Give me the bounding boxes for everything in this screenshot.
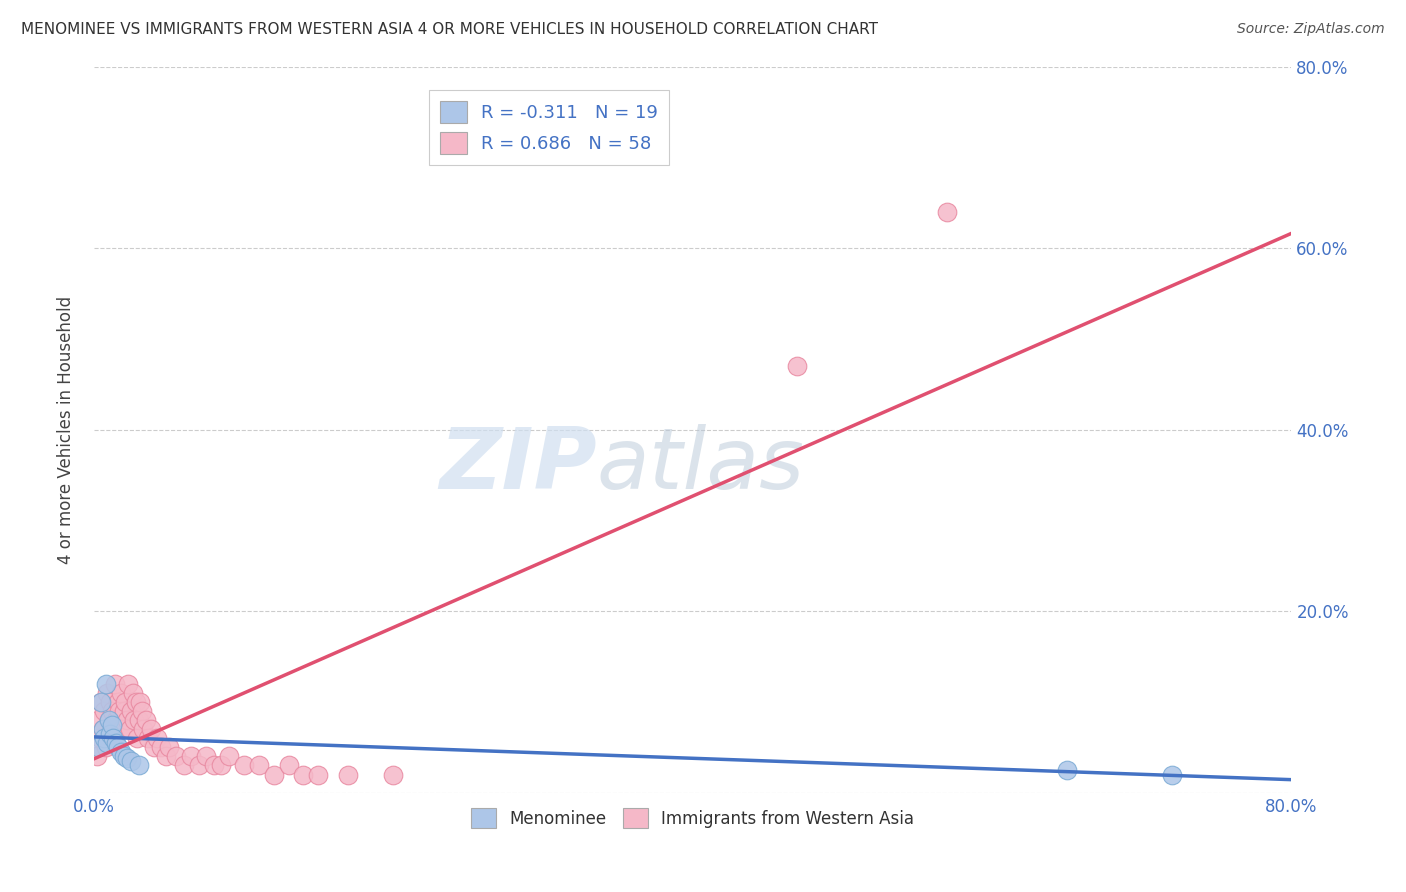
Point (86, 749, 108, 764)
Point (94, 677, 117, 691)
Point (91, 722, 114, 736)
Point (100, 726, 122, 740)
Point (87, 740, 110, 755)
Point (157, 740, 180, 755)
Point (146, 731, 169, 746)
Point (111, 722, 134, 736)
Point (195, 749, 218, 764)
Point (127, 731, 149, 746)
Point (93, 704, 115, 718)
Point (786, 359, 808, 373)
Point (247, 758, 270, 772)
Point (139, 722, 162, 736)
Point (93, 731, 115, 746)
Point (101, 704, 124, 718)
Point (187, 758, 209, 772)
Legend: Menominee, Immigrants from Western Asia: Menominee, Immigrants from Western Asia (464, 802, 921, 835)
Point (107, 740, 129, 755)
Point (135, 713, 157, 727)
Point (118, 722, 141, 736)
Point (263, 767, 285, 781)
Point (89, 731, 111, 746)
Point (180, 749, 202, 764)
Point (936, 204, 959, 219)
Point (124, 713, 146, 727)
Point (120, 754, 142, 768)
Point (128, 713, 150, 727)
Point (1160, 767, 1182, 781)
Point (115, 751, 138, 765)
Point (96, 736, 118, 750)
Text: ZIP: ZIP (439, 425, 598, 508)
Point (104, 677, 127, 691)
Point (132, 722, 155, 736)
Point (90, 695, 112, 709)
Point (94, 740, 117, 755)
Point (107, 695, 129, 709)
Text: atlas: atlas (598, 425, 804, 508)
Point (112, 704, 135, 718)
Point (101, 717, 124, 731)
Point (121, 686, 143, 700)
Point (136, 731, 159, 746)
Point (142, 740, 165, 755)
Point (100, 695, 122, 709)
Point (292, 767, 315, 781)
Point (108, 704, 131, 718)
Point (218, 749, 240, 764)
Point (209, 758, 232, 772)
Point (120, 704, 142, 718)
Point (105, 713, 128, 727)
Text: Source: ZipAtlas.com: Source: ZipAtlas.com (1237, 22, 1385, 37)
Point (110, 745, 132, 759)
Point (97, 713, 120, 727)
Point (128, 758, 150, 772)
Point (112, 749, 135, 764)
Point (337, 767, 360, 781)
Point (125, 695, 148, 709)
Point (91, 722, 114, 736)
Point (87, 713, 110, 727)
Point (150, 740, 173, 755)
Point (103, 731, 125, 746)
Point (131, 704, 153, 718)
Point (382, 767, 405, 781)
Point (115, 713, 138, 727)
Point (173, 758, 195, 772)
Point (110, 686, 132, 700)
Point (165, 749, 187, 764)
Point (90, 695, 112, 709)
Point (1056, 763, 1078, 777)
Point (117, 677, 139, 691)
Y-axis label: 4 or more Vehicles in Household: 4 or more Vehicles in Household (58, 295, 75, 564)
Point (232, 758, 254, 772)
Point (97, 713, 120, 727)
Point (202, 758, 225, 772)
Point (96, 686, 118, 700)
Point (103, 722, 125, 736)
Text: MENOMINEE VS IMMIGRANTS FROM WESTERN ASIA 4 OR MORE VEHICLES IN HOUSEHOLD CORREL: MENOMINEE VS IMMIGRANTS FROM WESTERN ASI… (21, 22, 879, 37)
Point (308, 767, 330, 781)
Point (155, 749, 177, 764)
Point (277, 758, 299, 772)
Point (129, 695, 152, 709)
Point (105, 736, 128, 750)
Point (114, 695, 136, 709)
